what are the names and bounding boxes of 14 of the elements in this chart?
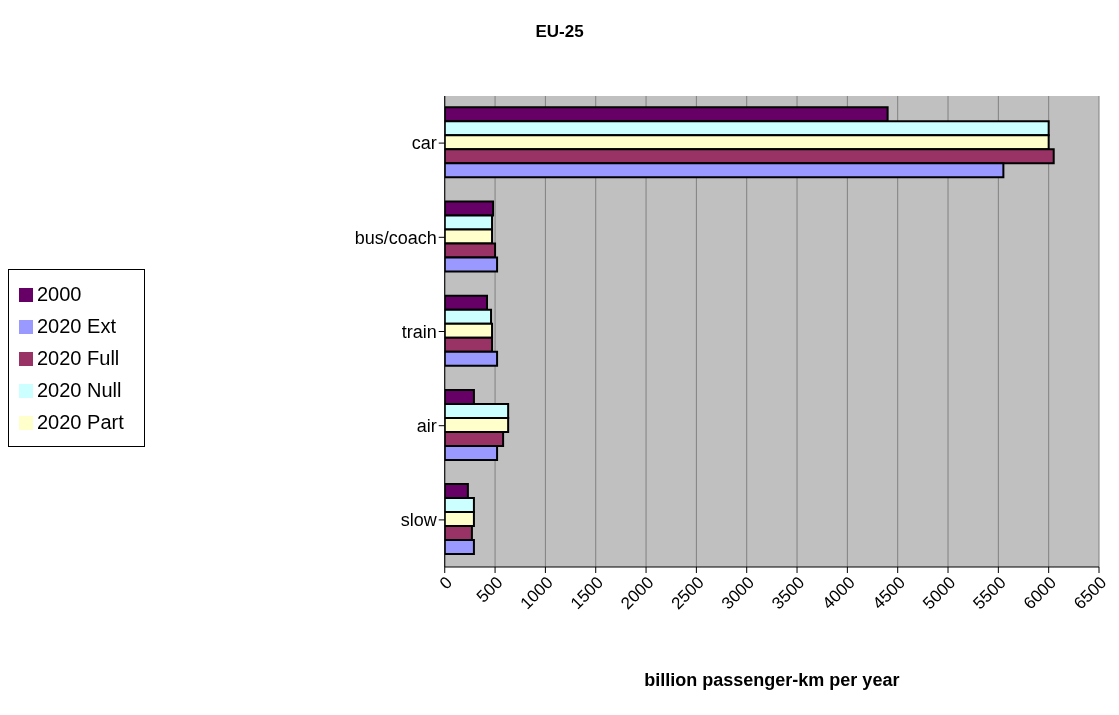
y-tick-label: slow xyxy=(400,510,438,531)
legend-label: 2020 Full xyxy=(37,346,120,369)
x-tick-label: 0 xyxy=(435,572,457,594)
x-axis-title: billion passenger-km per year xyxy=(644,669,900,690)
y-tick-label: bus/coach xyxy=(354,227,437,248)
legend-label: 2020 Ext xyxy=(37,314,116,337)
chart-title: EU-25 xyxy=(534,22,585,42)
y-tick-label: car xyxy=(411,133,437,154)
x-tick-label: 500 xyxy=(472,572,507,607)
legend-label: 2000 xyxy=(37,282,82,305)
legend-label: 2020 Part xyxy=(37,410,124,433)
y-tick-label: air xyxy=(416,416,437,437)
y-tick-label: train xyxy=(401,321,437,342)
legend-label: 2020 Null xyxy=(37,378,122,401)
